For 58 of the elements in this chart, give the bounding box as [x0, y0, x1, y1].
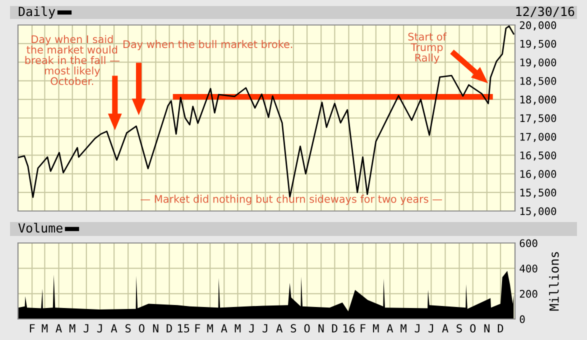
annotation: — Market did nothing but churn sideways for two years — [140, 194, 442, 205]
x-tick-label: J [249, 324, 254, 333]
x-tick-label: S [126, 324, 131, 333]
y-tick-label: 17,500 [520, 114, 556, 124]
x-tick-label: J [414, 324, 420, 333]
y-tick-label: 16,500 [520, 151, 556, 161]
x-tick-label: D [498, 324, 504, 332]
x-tick-label: J [262, 324, 268, 333]
y-tick-label: 19,500 [520, 40, 556, 50]
x-tick-label: O [304, 324, 310, 333]
x-tick-label: M [69, 324, 76, 332]
x-tick-label: A [56, 324, 62, 332]
x-tick-label: N [153, 324, 158, 332]
x-tick-label: 15 [178, 324, 190, 333]
x-tick-label: M [373, 324, 379, 332]
y-tick-label: 15,000 [520, 207, 556, 216]
y-axis-title: Millions [549, 252, 559, 311]
x-tick-label: D [332, 324, 338, 332]
text: 12/30/16 [516, 6, 574, 18]
y-tick-label: 17,000 [520, 132, 556, 142]
x-tick-label: J [97, 324, 102, 333]
x-tick-label: M [207, 324, 213, 332]
x-tick-label: F [360, 324, 366, 332]
y-tick-label: 20,000 [520, 21, 556, 30]
x-tick-label: J [428, 324, 434, 333]
y-tick-label: 18,500 [520, 77, 556, 86]
x-tick-label: J [84, 324, 88, 333]
x-tick-label: A [386, 324, 394, 332]
y-tick-label: 16,000 [520, 170, 556, 180]
x-tick-label: F [30, 324, 35, 332]
x-tick-label: M [234, 324, 241, 332]
x-tick-label: A [276, 324, 283, 332]
y-tick-label: 15,500 [520, 188, 556, 198]
y-tick-label: 19,000 [520, 58, 556, 68]
annotation: Start of Trump Rally [408, 32, 447, 64]
x-tick-label: S [290, 324, 296, 333]
y-tick-label: 400 [520, 264, 538, 272]
y-tick-label: 200 [520, 290, 538, 298]
y-tick-label: 0 [520, 315, 525, 324]
y-tick-label: 18,000 [520, 96, 556, 105]
x-tick-label: F [195, 324, 200, 332]
x-tick-label: S [456, 324, 462, 333]
x-tick-label: M [42, 324, 48, 332]
chart-title: Daily [18, 6, 56, 19]
x-tick-label: O [470, 324, 476, 333]
x-tick-label: O [138, 324, 144, 333]
chart-title: Volume [18, 222, 62, 233]
x-tick-label: N [484, 324, 490, 332]
y-tick-label: 600 [520, 239, 538, 248]
x-tick-label: A [442, 324, 448, 332]
x-tick-label: N [318, 324, 324, 332]
annotation: Day when I said the market would break in the fall — most likely October. [25, 35, 120, 86]
x-tick-label: A [110, 324, 118, 332]
x-tick-label: 16 [343, 324, 355, 333]
annotation: Day when the bull market broke. [124, 40, 292, 50]
x-tick-label: D [166, 324, 172, 332]
x-tick-label: A [220, 324, 228, 332]
x-tick-label: M [400, 324, 406, 332]
